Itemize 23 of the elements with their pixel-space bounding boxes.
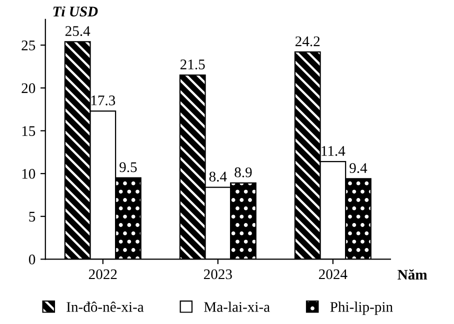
data-label: 21.5 [180,60,205,70]
data-label: 11.4 [322,146,346,156]
legend-label: Phi-lip-pin [330,302,393,315]
data-label: 9.5 [120,162,137,172]
data-label: 9.4 [350,163,368,174]
data-label: 17.3 [91,96,116,106]
x-tick-label: 2022 [88,269,117,280]
y-axis-title: Tỉ USD [53,6,98,16]
legend-label: In-đô-nê-xi-a [66,302,144,312]
y-tick-label: 25 [22,40,36,50]
x-axis-title: Năm [398,269,428,280]
y-tick-label: 10 [22,168,36,179]
y-tick-label: 0 [28,254,36,264]
y-tick-label: 15 [22,126,36,136]
y-tick-label: 20 [22,83,36,94]
data-label: 24.2 [296,36,320,46]
legend-label: Ma-lai-xi-a [204,302,270,312]
data-label: 25.4 [65,26,90,36]
y-tick-label: 5 [29,212,36,222]
data-label: 8.9 [234,167,252,178]
x-tick-label: 2023 [204,269,232,280]
data-label: 8.4 [209,172,227,182]
x-tick-label: 2024 [318,269,348,280]
